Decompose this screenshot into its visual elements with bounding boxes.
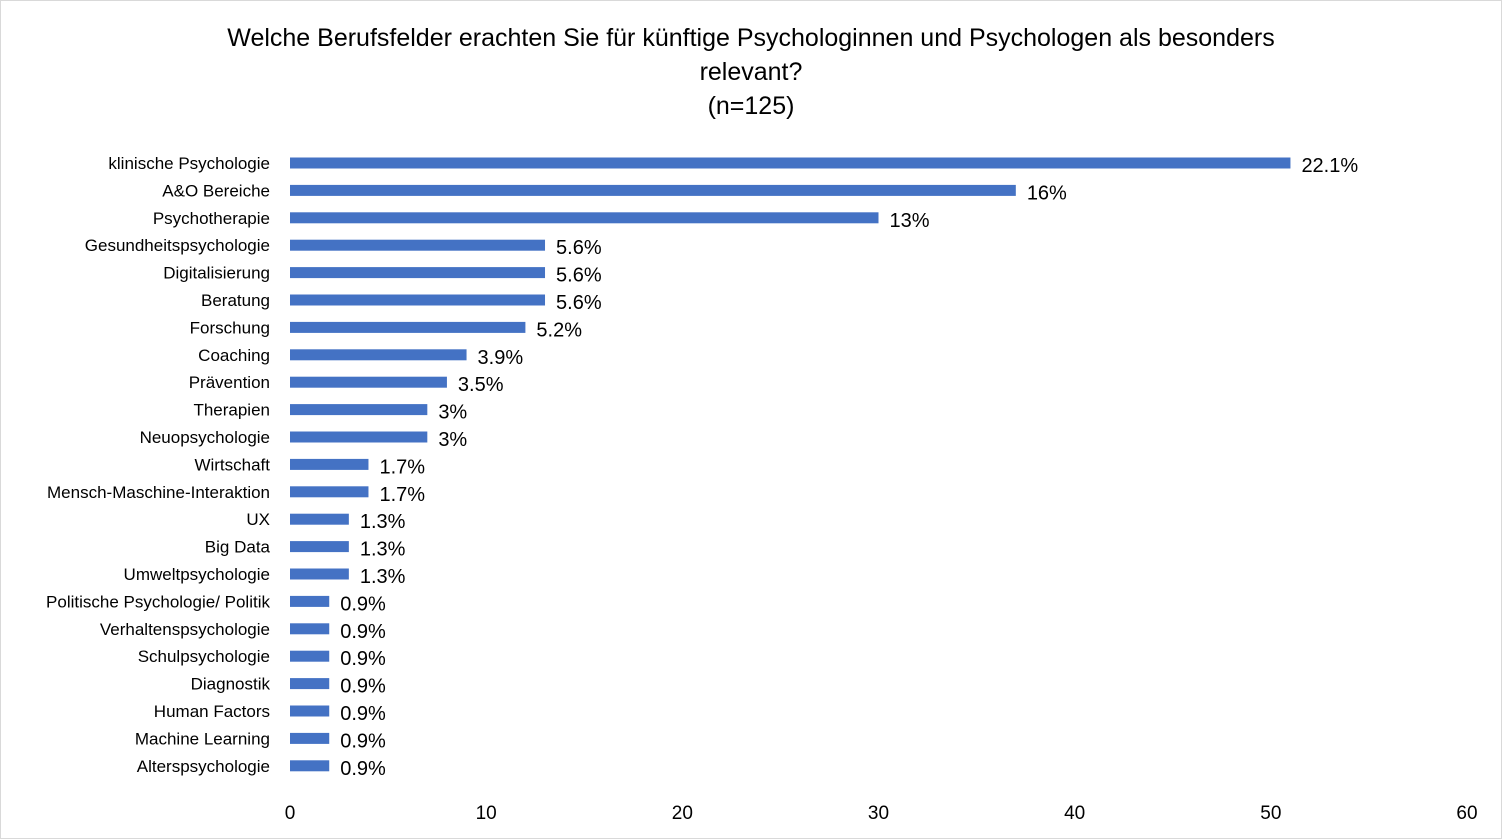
category-label: Neuopsychologie [140, 428, 270, 447]
data-label: 3% [438, 402, 467, 424]
category-label: Beratung [201, 291, 270, 310]
category-label: Diagnostik [191, 675, 271, 694]
data-label: 1.3% [360, 566, 406, 588]
bar [290, 650, 330, 662]
data-label: 16% [1027, 182, 1067, 204]
x-tick-label: 60 [1456, 803, 1477, 824]
category-label: Alterspsychologie [137, 757, 270, 776]
category-label: Digitalisierung [163, 264, 270, 283]
bar [290, 184, 1016, 196]
bar [290, 294, 546, 306]
bar [290, 349, 467, 361]
bar [290, 267, 546, 279]
bar [290, 705, 330, 717]
bar [290, 568, 349, 580]
bar [290, 431, 428, 443]
bar [290, 760, 330, 772]
category-label: Psychotherapie [153, 209, 270, 228]
x-tick-label: 30 [868, 803, 889, 824]
data-label: 1.3% [360, 511, 406, 533]
category-label: Coaching [198, 346, 270, 365]
bar [290, 239, 546, 251]
bar [290, 595, 330, 607]
x-tick-label: 50 [1260, 803, 1281, 824]
data-label: 3.9% [478, 347, 524, 369]
category-label: Wirtschaft [194, 455, 270, 474]
bar [290, 321, 526, 333]
data-label: 0.9% [340, 703, 386, 725]
category-label: Forschung [190, 318, 270, 337]
category-label: Human Factors [154, 702, 270, 721]
category-label: UX [246, 510, 270, 529]
chart-title-line-2: relevant? [699, 58, 803, 86]
bar [290, 212, 879, 224]
data-label: 1.7% [379, 484, 425, 506]
bar [290, 458, 369, 470]
data-label: 0.9% [340, 621, 386, 643]
data-label: 3% [438, 429, 467, 451]
category-label: Big Data [205, 538, 271, 557]
category-label: Politische Psychologie/ Politik [46, 592, 270, 611]
x-tick-label: 0 [285, 803, 296, 824]
data-label: 0.9% [340, 676, 386, 698]
data-label: 0.9% [340, 593, 386, 615]
chart-title: Welche Berufsfelder erachten Sie für kün… [151, 21, 1351, 123]
data-label: 3.5% [458, 374, 504, 396]
data-label: 0.9% [340, 758, 386, 780]
category-label: klinische Psychologie [108, 154, 270, 173]
data-label: 5.2% [536, 319, 582, 341]
bar [290, 486, 369, 498]
data-label: 5.6% [556, 292, 602, 314]
category-label: A&O Bereiche [162, 181, 270, 200]
chart-title-line-3: (n=125) [707, 92, 795, 120]
bar [290, 513, 349, 525]
bar [290, 157, 1291, 169]
chart-title-line-1: Welche Berufsfelder erachten Sie für kün… [227, 24, 1275, 52]
category-label: Therapien [193, 401, 270, 420]
bar [290, 404, 428, 416]
data-label: 0.9% [340, 648, 386, 670]
bar [290, 732, 330, 744]
category-label: Mensch-Maschine-Interaktion [47, 483, 270, 502]
data-label: 1.7% [379, 456, 425, 478]
x-tick-label: 10 [476, 803, 497, 824]
x-tick-label: 20 [672, 803, 693, 824]
bar [290, 623, 330, 635]
bar [290, 541, 349, 553]
category-label: Machine Learning [135, 729, 270, 748]
data-label: 5.6% [556, 265, 602, 287]
data-label: 0.9% [340, 730, 386, 752]
category-label: Prävention [189, 373, 270, 392]
category-label: Schulpsychologie [138, 647, 270, 666]
bar [290, 678, 330, 690]
data-label: 1.3% [360, 539, 406, 561]
data-label: 13% [890, 210, 930, 232]
x-tick-label: 40 [1064, 803, 1085, 824]
bar [290, 376, 447, 388]
category-label: Gesundheitspsychologie [85, 236, 270, 255]
category-label: Verhaltenspsychologie [100, 620, 270, 639]
category-label: Umweltpsychologie [124, 565, 270, 584]
data-label: 5.6% [556, 237, 602, 259]
data-label: 22.1% [1301, 155, 1358, 177]
